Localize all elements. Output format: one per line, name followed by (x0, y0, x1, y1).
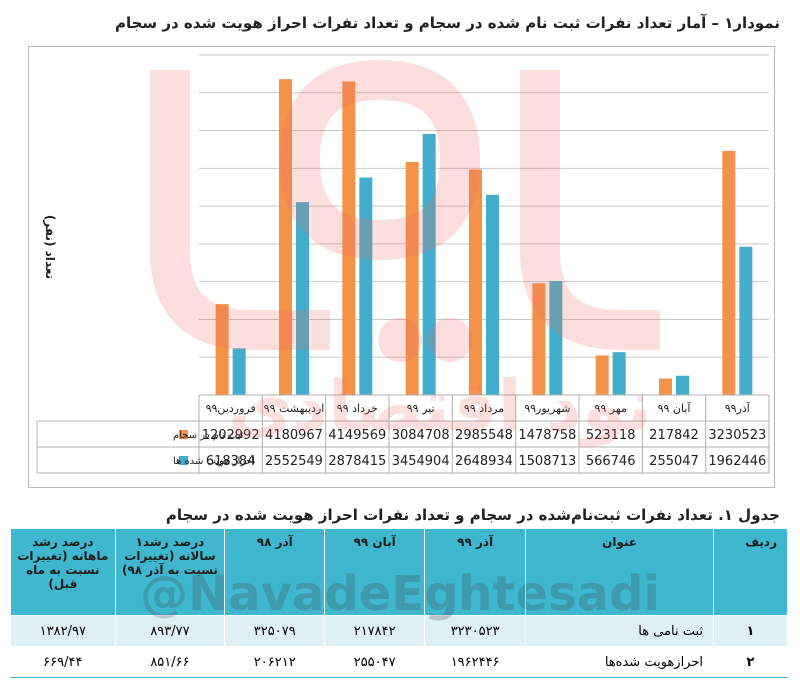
cell-azar98: ۳۲۵۰۷۹ (224, 615, 326, 647)
bar (612, 352, 626, 395)
header-aban99: آبان ۹۹ (324, 528, 426, 616)
data-label: 3230523 (708, 428, 766, 443)
data-label: 523118 (586, 428, 636, 443)
data-label: 3454904 (392, 454, 450, 469)
y-axis-label-wrap: تعداد (نفر) (30, 190, 70, 310)
bar (359, 177, 373, 395)
row-number: ۲ (713, 646, 788, 678)
legend-swatch (179, 456, 188, 465)
data-label: 2648934 (455, 454, 513, 469)
bar (676, 375, 689, 395)
bar (659, 378, 672, 395)
tick-label: تیر ۹۹ (407, 402, 435, 415)
bar (422, 133, 436, 395)
data-label: 1202992 (202, 428, 260, 443)
tick-label: فروردین۹۹ (206, 402, 256, 415)
header-row-number: ردیف (713, 528, 788, 616)
bar (739, 246, 753, 395)
legend-label: احراز هویت شده ها (173, 456, 255, 467)
bar (296, 202, 309, 395)
data-label: 3084708 (392, 428, 450, 443)
legend-swatch (179, 430, 188, 439)
bar (469, 169, 482, 395)
data-label: 2985548 (455, 428, 513, 443)
row-number: ۱ (713, 615, 788, 647)
cell-monthly: ۶۶۹/۴۴ (10, 646, 116, 678)
tick-label: اردیبهشت ۹۹ (264, 402, 325, 415)
header-monthly-growth: درصد رشد ماهانه (تغییرات نسبت به ماه قبل… (10, 528, 116, 616)
bar (405, 161, 419, 395)
cell-aban99: ۲۱۷۸۴۲ (324, 615, 426, 647)
bar (215, 304, 229, 395)
table-header-row: ردیف عنوان آذر ۹۹ آبان ۹۹ آذر ۹۸ درصد رش… (10, 528, 788, 616)
table-title: جدول ۱. تعداد نفرات ثبت‌نام‌شده در سجام … (165, 506, 780, 524)
data-label: 1508713 (518, 454, 576, 469)
data-label: 618384 (206, 454, 256, 469)
bar (595, 355, 609, 395)
bar-chart: آذر۹۹ آبان ۹۹ مهر ۹۹ شهریور۹۹ مرداد ۹۹ تیر ۹۹… (36, 54, 770, 474)
row-title: احرازهویت شده‌ها (525, 646, 715, 678)
tick-label: مهر ۹۹ (594, 402, 626, 415)
tick-label: خرداد ۹۹ (337, 402, 378, 415)
y-axis-label: تعداد (نفر) (43, 214, 57, 280)
cell-azar99: ۱۹۶۲۴۴۶ (424, 646, 527, 678)
bar (342, 81, 356, 396)
header-azar99: آذر ۹۹ (424, 528, 527, 616)
data-label: 1478758 (518, 428, 576, 443)
legend-label: ثبت نام در سجام (173, 430, 244, 441)
bar (722, 150, 736, 395)
cell-yearly: ۸۹۳/۷۷ (114, 615, 226, 647)
header-title: عنوان (525, 528, 715, 616)
bar (549, 281, 563, 395)
table-row: ۲ احرازهویت شده‌ها ۱۹۶۲۴۴۶ ۲۵۵۰۴۷ ۲۰۶۲۱۲… (10, 646, 788, 678)
cell-azar99: ۳۲۳۰۵۲۳ (424, 615, 527, 647)
data-label: 2878415 (328, 454, 386, 469)
cell-aban99: ۲۵۵۰۴۷ (324, 646, 426, 678)
data-label: 217842 (649, 428, 699, 443)
cell-yearly: ۸۵۱/۶۶ (114, 646, 226, 678)
data-label: 1962446 (708, 454, 766, 469)
row-title: ثبت نامی ها (525, 615, 715, 647)
data-label: 4149569 (328, 428, 386, 443)
data-label: 566746 (586, 454, 636, 469)
chart-title: نمودار۱ – آمار تعداد نفرات ثبت نام شده د… (114, 14, 780, 32)
table-row: ۱ ثبت نامی ها ۳۲۳۰۵۲۳ ۲۱۷۸۴۲ ۳۲۵۰۷۹ ۸۹۳/… (10, 615, 788, 647)
chart-frame: آذر۹۹ آبان ۹۹ مهر ۹۹ شهریور۹۹ مرداد ۹۹ تیر ۹۹… (28, 46, 775, 488)
bar (532, 283, 546, 395)
cell-azar98: ۲۰۶۲۱۲ (224, 646, 326, 678)
tick-label: مرداد ۹۹ (464, 402, 504, 415)
tick-label: آبان ۹۹ (658, 401, 692, 415)
tick-label: شهریور۹۹ (524, 402, 570, 415)
cell-monthly: ۱۳۸۲/۹۷ (10, 615, 116, 647)
data-label: 4180967 (265, 428, 323, 443)
data-label: 2552549 (265, 454, 323, 469)
data-label: 255047 (649, 454, 699, 469)
stats-table: ردیف عنوان آذر ۹۹ آبان ۹۹ آذر ۹۸ درصد رش… (10, 528, 788, 678)
bar (279, 79, 292, 395)
bar (232, 348, 246, 395)
tick-label: آذر۹۹ (725, 401, 751, 415)
header-yearly-growth: درصد رشد۱ سالانه (تغییرات نسبت به آذر ۹۸… (114, 528, 226, 616)
bar (486, 194, 499, 395)
header-azar98: آذر ۹۸ (224, 528, 326, 616)
